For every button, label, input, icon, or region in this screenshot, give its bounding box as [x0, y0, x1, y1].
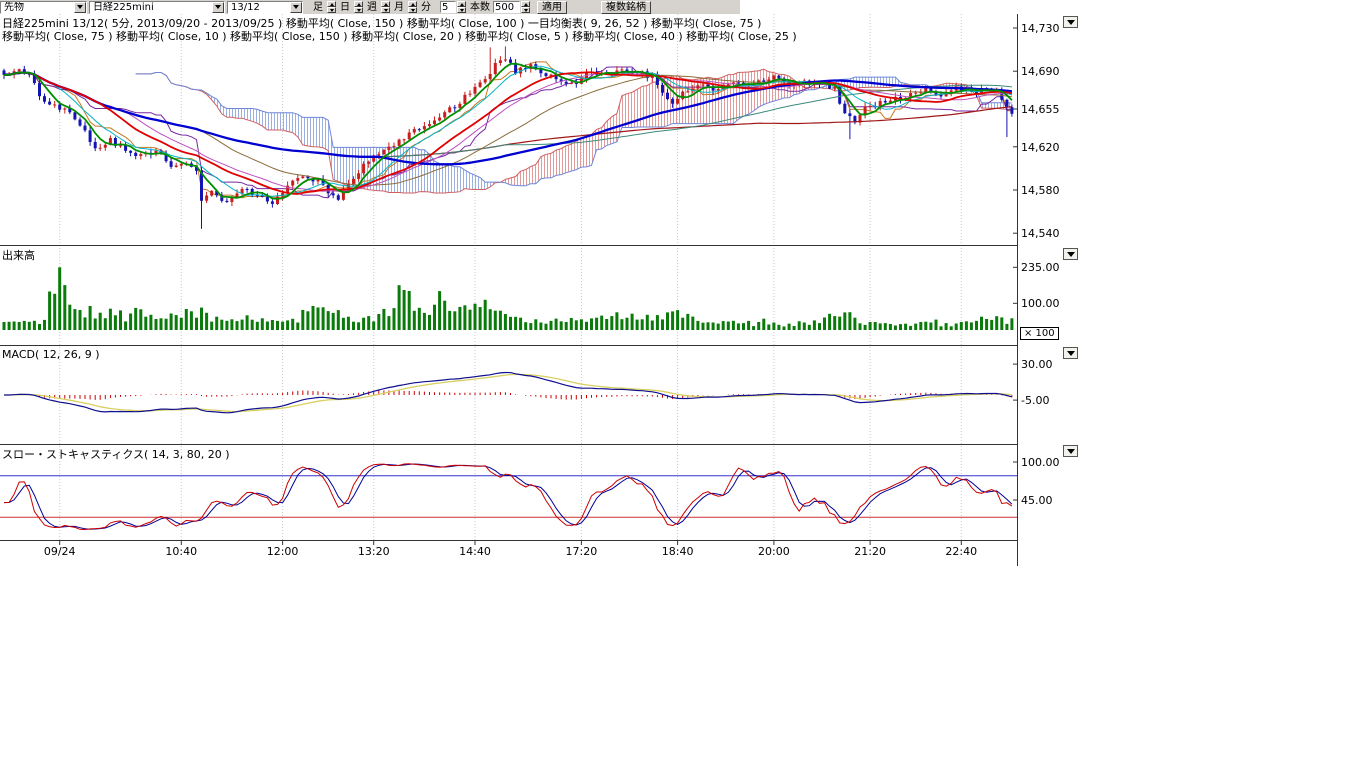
ma-20-line — [3, 71, 1013, 195]
macd-panel-dropdown-button[interactable] — [1063, 347, 1078, 359]
unit-month-label: 月 — [394, 1, 404, 13]
contract-month-value: 13/12 — [231, 1, 260, 13]
month-bar-spinner[interactable] — [381, 1, 390, 13]
ichimoku-cloud — [196, 89, 501, 193]
macd-histogram — [13, 390, 1013, 400]
macd-line — [4, 371, 1013, 414]
stochastics-panel-dropdown-button[interactable] — [1063, 445, 1078, 457]
minute-interval-spinner[interactable] — [457, 1, 466, 13]
stochastics-panel-plot — [0, 463, 1017, 531]
macd-panel-plot — [4, 371, 1013, 414]
multi-symbol-button[interactable]: 複数銘柄 — [601, 0, 651, 14]
time-gridlines — [59, 14, 962, 540]
ma-75-line — [3, 71, 1013, 166]
apply-button[interactable]: 適用 — [537, 0, 567, 14]
unit-week-label: 週 — [367, 1, 377, 13]
minute-interval-input[interactable] — [440, 1, 456, 13]
price-panel-dropdown-button[interactable] — [1063, 16, 1078, 28]
slow-d-line — [3, 463, 1013, 530]
senkou-span-a-line — [135, 68, 1012, 194]
ma-5-line — [3, 62, 1013, 200]
week-bar-spinner[interactable] — [354, 1, 363, 13]
volume-panel-plot — [2, 267, 1014, 330]
instrument-type-value: 先物 — [4, 1, 24, 13]
symbol-select[interactable]: 日経225mini — [89, 0, 225, 14]
bar-count-label: 本数 — [470, 1, 490, 13]
symbol-value: 日経225mini — [93, 1, 154, 13]
unit-minute-label: 分 — [421, 1, 431, 13]
volume-bars — [2, 267, 1014, 330]
chart-area: 日経225mini 13/12( 5分, 2013/09/20 - 2013/0… — [0, 0, 1090, 580]
macd-signal-line — [4, 373, 1012, 413]
volume-panel-dropdown-button[interactable] — [1063, 248, 1078, 260]
chevron-down-icon[interactable] — [212, 1, 224, 13]
minute-bar-spinner[interactable] — [408, 1, 417, 13]
bar-count-input[interactable] — [493, 1, 520, 13]
ichimoku-cloud — [966, 84, 1012, 110]
bar-count-spinner[interactable] — [521, 1, 530, 13]
chart-frame — [0, 14, 1018, 566]
chart-canvas — [0, 14, 1018, 566]
instrument-type-select[interactable]: 先物 — [0, 0, 87, 14]
unit-day-label: 日 — [340, 1, 350, 13]
toolbar: 先物 日経225mini 13/12 足 日 週 月 分 本数 適用 複数銘柄 — [0, 0, 740, 14]
chevron-down-icon[interactable] — [74, 1, 86, 13]
ichimoku-cloud — [500, 69, 820, 186]
chevron-down-icon[interactable] — [290, 1, 302, 13]
ma-10-line — [3, 65, 1013, 197]
contract-month-select[interactable]: 13/12 — [227, 0, 303, 14]
bar-type-label: 足 — [313, 1, 323, 13]
senkou-span-b-line — [135, 72, 1012, 187]
day-bar-spinner[interactable] — [327, 1, 336, 13]
slow-k-line — [3, 463, 1013, 531]
price-panel-plot — [2, 46, 1014, 229]
